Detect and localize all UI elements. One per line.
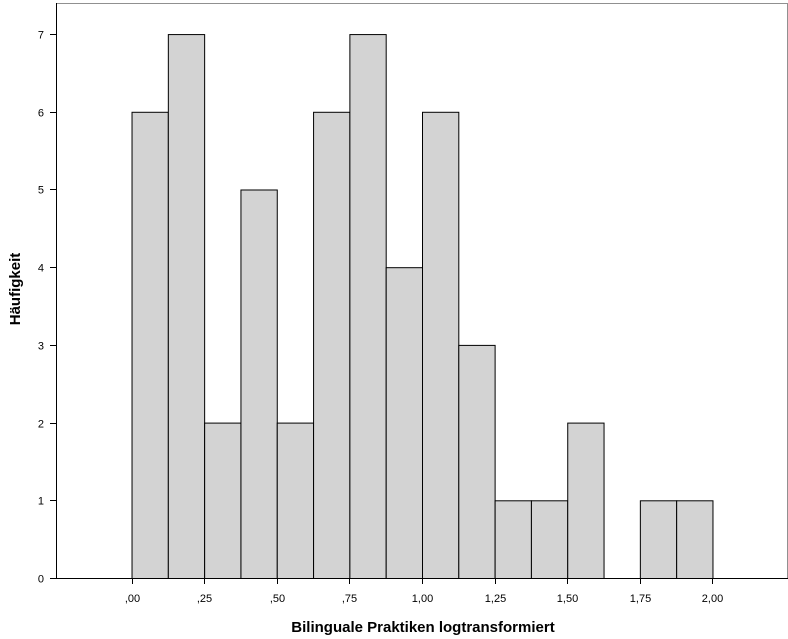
histogram-bar	[639, 500, 678, 580]
x-tick-label: ,25	[197, 593, 212, 605]
x-tick-label: ,50	[270, 593, 285, 605]
histogram-bar	[276, 422, 315, 580]
y-tick-label: 6	[38, 108, 44, 120]
x-tick-label: 2,00	[702, 593, 723, 605]
histogram-bar	[494, 500, 532, 580]
y-tick-label: 3	[38, 341, 44, 353]
histogram-bar	[676, 500, 714, 580]
y-tick-label: 5	[38, 185, 44, 197]
x-tick-label: 1,00	[412, 593, 433, 605]
x-tick-label: 1,25	[485, 593, 506, 605]
histogram-bar	[530, 500, 569, 580]
histogram-bar	[167, 34, 206, 580]
bars-group	[131, 34, 714, 580]
x-axis-ticks: ,00 ,25 ,50 ,75 1,00 1,25 1,50 1,75 2,00	[125, 578, 723, 605]
y-tick-label: 7	[38, 30, 44, 42]
histogram-bar	[567, 422, 605, 580]
histogram-bar	[422, 111, 460, 579]
y-axis-title: Häufigkeit	[7, 253, 24, 326]
histogram-bar	[349, 34, 387, 580]
histogram-bar	[385, 267, 424, 579]
y-tick-label: 1	[38, 496, 44, 508]
histogram-bar	[204, 422, 242, 580]
x-axis-title: Bilinguale Praktiken logtransformiert	[291, 619, 554, 636]
y-tick-label: 2	[38, 419, 44, 431]
x-tick-label: 1,50	[557, 593, 578, 605]
histogram-bar	[131, 111, 169, 579]
y-tick-label: 0	[38, 574, 44, 586]
y-tick-label: 4	[38, 263, 44, 275]
histogram-bar	[458, 344, 496, 580]
y-axis-ticks: 0 1 2 3 4 5 6 7	[38, 30, 56, 586]
x-tick-label: ,00	[125, 593, 140, 605]
histogram-bar	[240, 189, 278, 579]
x-tick-label: ,75	[342, 593, 357, 605]
histogram-bar	[313, 111, 351, 579]
x-tick-label: 1,75	[630, 593, 651, 605]
